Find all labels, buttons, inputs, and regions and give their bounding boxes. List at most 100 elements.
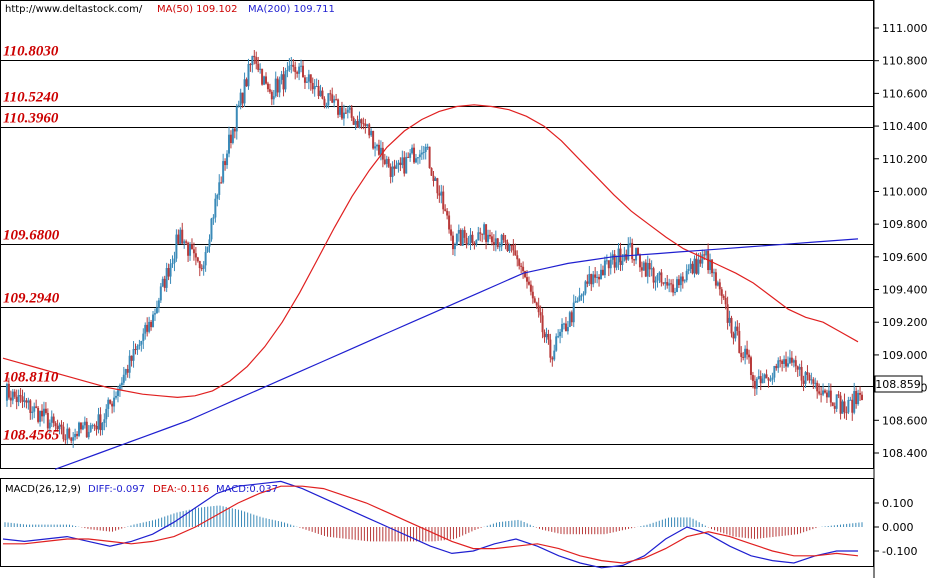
macd-tick-label: -0.100 xyxy=(882,545,917,558)
candle-body xyxy=(670,283,673,285)
support-resistance-lines xyxy=(0,60,874,445)
candle-body xyxy=(800,366,803,381)
candle-body xyxy=(243,79,246,104)
candle-body xyxy=(132,349,135,361)
candle-body xyxy=(358,119,361,128)
candle-body xyxy=(153,313,156,315)
candle-body xyxy=(681,276,684,282)
candle-body xyxy=(237,105,240,107)
candle-body xyxy=(148,321,151,332)
macd-tick-label: 0.100 xyxy=(882,497,914,510)
candle-body xyxy=(377,144,380,155)
candle-body xyxy=(15,396,18,403)
candle-body xyxy=(354,120,357,125)
candle-body xyxy=(855,391,858,405)
candle-body xyxy=(689,263,692,270)
candle-body xyxy=(748,354,751,358)
level-label: 110.5240 xyxy=(3,90,59,106)
candle-body xyxy=(278,79,281,93)
candle-body xyxy=(97,414,100,430)
candle-body xyxy=(305,81,308,83)
candle-body xyxy=(520,265,523,267)
candle-body xyxy=(529,284,532,292)
candle-body xyxy=(416,157,419,159)
candle-body xyxy=(549,339,552,358)
candle-body xyxy=(245,79,248,87)
ma50-legend: MA(50) 109.102 xyxy=(157,4,238,15)
candle-body xyxy=(259,68,262,70)
candle-body xyxy=(48,422,51,429)
candle-body xyxy=(389,166,392,177)
candle-body xyxy=(798,366,801,370)
candle-body xyxy=(249,64,252,66)
candle-body xyxy=(853,391,856,413)
candle-body xyxy=(818,391,821,394)
candle-body xyxy=(253,55,256,58)
candle-body xyxy=(600,269,603,280)
candle-body xyxy=(414,158,417,163)
candle-body xyxy=(134,349,137,351)
candle-body xyxy=(315,86,318,88)
candle-body xyxy=(590,274,593,285)
candle-body xyxy=(637,248,640,255)
candle-body xyxy=(391,166,394,177)
candle-body xyxy=(742,356,745,358)
candle-body xyxy=(70,437,73,441)
candle-body xyxy=(736,326,739,331)
candle-body xyxy=(808,374,811,381)
price-tick-label: 110.400 xyxy=(882,120,928,133)
candle-body xyxy=(276,78,279,93)
candle-body xyxy=(547,333,550,340)
candle-body xyxy=(362,123,365,125)
candle-body xyxy=(662,282,665,284)
candle-body xyxy=(418,154,421,158)
candle-body xyxy=(687,269,690,271)
candle-body xyxy=(111,403,114,407)
candle-body xyxy=(329,93,332,95)
candle-body xyxy=(494,238,497,245)
candle-body xyxy=(138,344,141,347)
candle-body xyxy=(722,295,725,298)
level-label: 109.2940 xyxy=(3,291,60,307)
candle-body xyxy=(268,89,271,92)
candle-body xyxy=(658,272,661,276)
candle-body xyxy=(845,412,848,414)
candle-body xyxy=(17,395,20,403)
candle-body xyxy=(714,272,717,286)
candle-body xyxy=(527,281,530,285)
candle-body xyxy=(788,357,791,364)
candle-body xyxy=(598,276,601,280)
candle-body xyxy=(693,258,696,274)
candle-body xyxy=(346,109,349,113)
candle-body xyxy=(570,312,573,323)
candle-body xyxy=(763,374,766,379)
candle-body xyxy=(672,284,675,293)
candle-body xyxy=(370,130,373,136)
candle-body xyxy=(290,64,293,66)
price-tick-label: 108.400 xyxy=(882,447,928,460)
candle-body xyxy=(157,300,160,308)
candle-body xyxy=(765,374,768,379)
candle-body xyxy=(200,268,203,270)
candle-body xyxy=(572,302,575,323)
candle-body xyxy=(241,92,244,104)
candle-body xyxy=(518,259,521,266)
candle-body xyxy=(720,289,723,296)
candle-body xyxy=(843,401,846,413)
candle-body xyxy=(52,416,55,424)
candle-body xyxy=(296,72,299,74)
candle-body xyxy=(374,146,377,149)
macd-dea-line xyxy=(3,485,859,564)
candle-body xyxy=(387,158,390,167)
candle-body xyxy=(859,392,862,395)
candle-body xyxy=(656,275,659,281)
candle-body xyxy=(814,382,817,384)
candle-body xyxy=(823,390,826,393)
candle-body xyxy=(272,96,275,100)
candle-body xyxy=(455,233,458,246)
candle-body xyxy=(451,235,454,250)
candle-body xyxy=(847,400,850,413)
candle-body xyxy=(348,107,351,110)
candle-body xyxy=(29,400,32,413)
candle-body xyxy=(239,92,242,106)
